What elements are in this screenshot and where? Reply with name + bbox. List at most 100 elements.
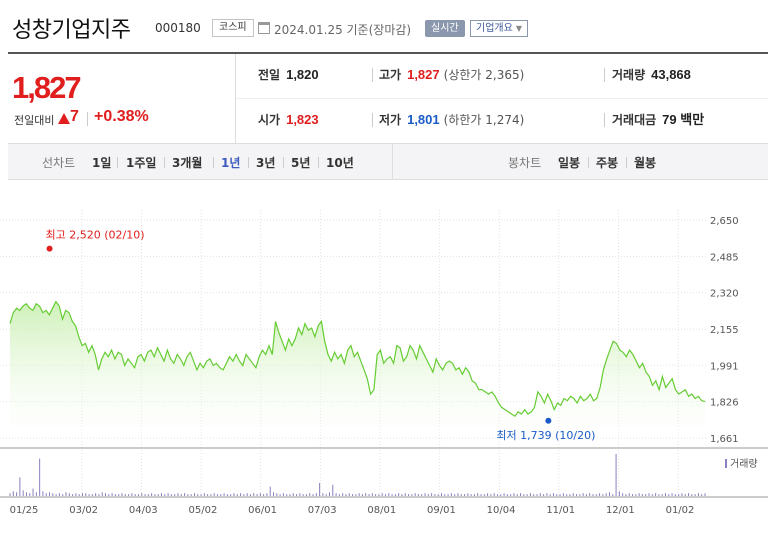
period-3y[interactable]: 3년 <box>256 156 276 170</box>
open-cell: 시가 1,823 <box>258 99 319 144</box>
open-label: 시가 <box>258 113 281 127</box>
x-tick-label: 06/01 <box>248 505 277 516</box>
y-tick-label: 2,485 <box>710 252 739 263</box>
company-overview-label: 기업개요 <box>476 23 513 34</box>
price-box: 1,827 전일대비 7 +0.38% <box>8 54 236 144</box>
price-area-layer <box>9 300 706 438</box>
candle-monthly[interactable]: 월봉 <box>634 156 657 170</box>
change-label: 전일대비 <box>14 114 55 127</box>
period-1d[interactable]: 1일 <box>92 156 112 170</box>
period-5y[interactable]: 5년 <box>291 156 311 170</box>
period-3m[interactable]: 3개월 <box>172 156 203 170</box>
prev-close-label: 전일 <box>258 68 281 82</box>
divider <box>318 157 319 168</box>
divider <box>372 113 373 127</box>
divider <box>626 157 627 168</box>
min-marker <box>545 417 552 424</box>
low-value: 1,801 <box>407 112 440 127</box>
x-tick-label: 04/03 <box>129 505 158 516</box>
y-tick-label: 1,826 <box>710 398 739 409</box>
x-tick-label: 08/01 <box>367 505 396 516</box>
volume-value: 43,868 <box>651 67 691 82</box>
upper-limit: (상한가 2,365) <box>443 68 525 82</box>
up-arrow-icon <box>58 113 70 124</box>
price-area <box>10 301 705 438</box>
period-10y[interactable]: 10년 <box>326 156 354 170</box>
stock-name: 성창기업지주 <box>12 18 131 43</box>
prev-close-value: 1,820 <box>286 67 319 82</box>
divider <box>283 157 284 168</box>
x-tick-label: 03/02 <box>69 505 98 516</box>
low-cell: 저가 1,801 (하한가 1,274) <box>379 99 524 144</box>
divider <box>588 157 589 168</box>
volume-cell: 거래량 43,868 <box>612 54 691 99</box>
volume-legend-swatch <box>725 459 727 468</box>
y-tick-label: 2,155 <box>710 325 739 336</box>
volume-label: 거래량 <box>612 68 646 82</box>
candle-daily[interactable]: 일봉 <box>558 156 581 170</box>
low-label: 저가 <box>379 113 402 127</box>
y-tick-label: 2,650 <box>710 216 739 227</box>
x-tick-label: 11/01 <box>546 505 575 516</box>
current-price: 1,827 <box>12 70 82 105</box>
x-axis: 01/25 03/02 04/03 05/02 06/01 07/03 08/01 09/01… <box>10 505 695 516</box>
divider <box>604 68 605 82</box>
y-tick-label: 1,991 <box>710 361 739 372</box>
y-tick-label: 1,661 <box>710 434 739 445</box>
x-tick-label: 05/02 <box>188 505 217 516</box>
high-value: 1,827 <box>407 67 440 82</box>
amount-value: 79 백만 <box>662 112 705 127</box>
x-tick-label: 01/25 <box>10 505 39 516</box>
period-1y[interactable]: 1년 <box>221 156 241 170</box>
chevron-down-icon: ▼ <box>515 24 522 33</box>
line-chart-label: 선차트 <box>42 156 76 170</box>
x-tick-label: 09/01 <box>427 505 456 516</box>
x-tick-label: 07/03 <box>308 505 337 516</box>
amount-cell: 거래대금 79 백만 <box>612 99 704 144</box>
period-1w[interactable]: 1주일 <box>126 156 157 170</box>
candle-weekly[interactable]: 주봉 <box>596 156 619 170</box>
calendar-icon <box>258 22 270 34</box>
divider <box>372 68 373 82</box>
divider <box>87 112 88 126</box>
candle-chart-label: 봉차트 <box>508 156 542 170</box>
period-bar: 선차트 1일 1주일 3개월 1년 3년 5년 10년 봉차트 일봉 주봉 월봉 <box>8 144 768 180</box>
realtime-button[interactable]: 실시간 <box>425 20 465 37</box>
amount-label: 거래대금 <box>612 113 657 127</box>
x-tick-label: 12/01 <box>606 505 635 516</box>
prev-close-cell: 전일 1,820 <box>258 54 319 99</box>
divider <box>248 157 249 168</box>
max-marker <box>46 245 53 252</box>
quote-panel: 1,827 전일대비 7 +0.38% 전일 1,820 고가 1,827 (상한가 … <box>8 52 768 144</box>
open-value: 1,823 <box>286 112 319 127</box>
divider <box>117 157 118 168</box>
x-tick-label: 10/04 <box>487 505 516 516</box>
max-label: 최고 2,520 (02/10) <box>46 229 145 242</box>
x-tick-label: 01/02 <box>666 505 695 516</box>
divider <box>392 144 393 180</box>
change-value: 7 <box>70 108 79 125</box>
divider <box>213 157 214 168</box>
divider <box>604 113 605 127</box>
lower-limit: (하한가 1,274) <box>443 113 525 127</box>
change-rate: +0.38% <box>94 108 149 125</box>
annotation-layer: 최고 2,520 (02/10) 최저 1,739 (10/20) <box>46 229 596 442</box>
high-cell: 고가 1,827 (상한가 2,365) <box>379 54 524 99</box>
high-label: 고가 <box>379 68 402 82</box>
header: 성창기업지주 000180 코스피 2024.01.25 기준(장마감) 실시간… <box>0 0 768 52</box>
price-chart[interactable]: 최고 2,520 (02/10)최저 1,739 (10/20) 2,6502,… <box>0 180 768 540</box>
volume-legend-label: 거래량 <box>730 458 758 470</box>
chart-grid <box>0 210 768 498</box>
volume-bars: 거래량 <box>9 454 758 496</box>
quote-row-2: 시가 1,823 저가 1,801 (하한가 1,274) 거래대금 79 백만 <box>236 99 768 144</box>
stock-code: 000180 <box>155 21 201 35</box>
base-date: 2024.01.25 기준(장마감) <box>274 23 412 37</box>
quote-row-1: 전일 1,820 고가 1,827 (상한가 2,365) 거래량 43,868 <box>236 54 768 99</box>
min-label: 최저 1,739 (10/20) <box>496 429 595 442</box>
divider <box>164 157 165 168</box>
company-overview-button[interactable]: 기업개요 ▼ <box>470 20 528 37</box>
y-axis: 2,650 2,485 2,320 2,155 1,991 1,826 1,661 <box>710 216 739 445</box>
market-badge: 코스피 <box>212 19 254 37</box>
y-tick-label: 2,320 <box>710 289 739 300</box>
price-line <box>9 300 706 418</box>
